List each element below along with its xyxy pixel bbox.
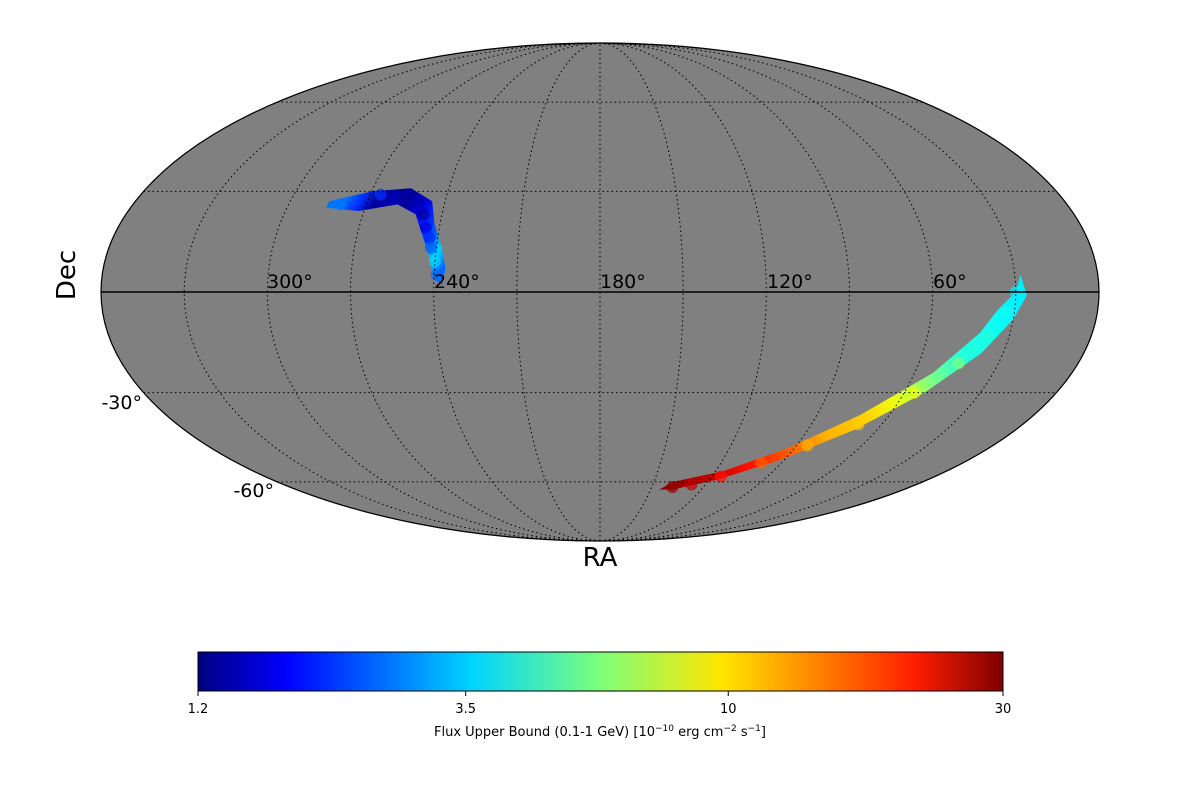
ra-tick-60: 60° [933,271,967,293]
southern-flux-sample [755,456,768,469]
southern-flux-sample [801,439,814,452]
ra-tick-240: 240° [434,271,480,293]
southern-flux-sample [1000,306,1013,319]
sky-outline [100,42,1100,542]
colorbar-tick-label: 1.2 [188,702,209,717]
ra-tick-300: 300° [267,271,313,293]
northern-flux-sample [400,188,413,201]
colorbar-tick-label: 30 [995,702,1012,717]
ra-gridline [599,43,851,541]
colorbar-label: Flux Upper Bound (0.1-1 GeV) [10−10 erg … [434,724,766,740]
y-axis-label: Dec [52,250,82,300]
colorbar-tick-label: 3.5 [455,702,476,717]
northern-flux-sample [417,208,430,221]
northern-region [326,188,446,286]
flux-regions [326,188,1027,493]
ra-tick-180: 180° [600,271,646,293]
northern-flux-sample [334,198,347,211]
southern-flux-sample [852,418,865,431]
northern-flux-sample [419,221,432,234]
southern-flux-sample [981,330,994,343]
northern-flux-sample [424,241,437,254]
southern-flux-sample [952,357,965,370]
dec-tick-minus30: -30° [101,392,142,414]
southern-flux-sample [666,481,679,493]
dec-tick-minus60: -60° [233,480,274,502]
colorbar-tick-label: 10 [720,702,737,717]
colorbar-gradient [197,651,1004,692]
x-axis-label: RA [583,543,618,573]
northern-flux-sample [423,231,436,244]
northern-flux-sample [413,195,426,208]
northern-flux-sample [374,188,387,201]
southern-flux-sample [715,470,727,483]
ra-tick-120: 120° [767,271,813,293]
ra-gridline [349,43,601,541]
southern-flux-sample [685,478,698,491]
colorbar: 1.2 3.5 10 30 Flux Upper Bound (0.1-1 GeV) … [188,651,1012,740]
